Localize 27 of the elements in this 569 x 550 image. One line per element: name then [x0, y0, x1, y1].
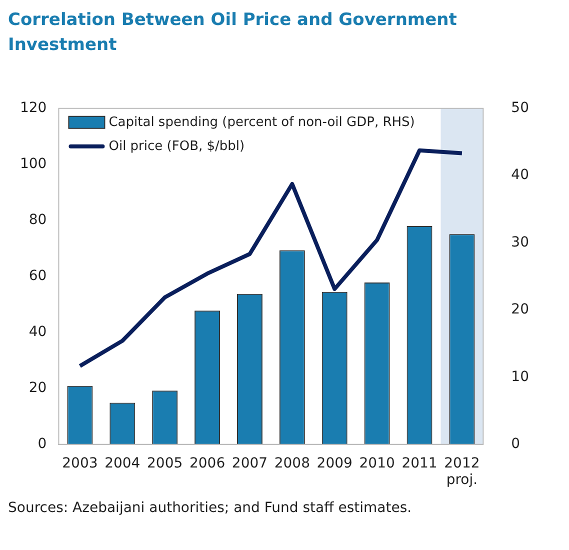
chart-title: Correlation Between Oil Price and Government Investment	[8, 9, 458, 57]
y2-tick-label: 30	[511, 234, 530, 250]
y2-tick-label: 20	[511, 302, 530, 318]
y-tick-label: 100	[20, 156, 47, 172]
x-tick-label: 2008	[274, 455, 310, 472]
y2-tick-label: 50	[511, 100, 530, 116]
y-tick-label: 80	[28, 212, 47, 228]
y-tick-label: 120	[20, 100, 47, 116]
x-tick-label: 2004	[104, 455, 140, 472]
x-tick-label: 2011	[402, 455, 438, 472]
y-tick-label: 40	[28, 324, 47, 340]
x-tick-label: 2005	[147, 455, 183, 472]
x-tick-label: 2010	[359, 455, 395, 472]
y-tick-label: 20	[28, 380, 47, 396]
x-tick-label: 2007	[232, 455, 268, 472]
x-tick-label: 2009	[316, 455, 352, 472]
y2-tick-label: 0	[511, 436, 520, 452]
y2-tick-label: 40	[511, 167, 530, 184]
legend-label: Oil price (FOB, $/bbl)	[108, 138, 245, 154]
x-tick-label: 2006	[189, 455, 226, 472]
legend-label: Capital spending (percent of non-oil GDP, RHS)	[108, 114, 415, 130]
y2-tick-label: 10	[511, 368, 530, 385]
source-note: Sources: Azebaijani authorities; and Fund staff estimates.	[8, 500, 413, 516]
y-tick-label: 0	[38, 436, 47, 452]
x-tick-label: 2012 proj.	[444, 455, 480, 488]
x-tick-label: 2003	[62, 455, 98, 472]
y-tick-label: 60	[28, 268, 47, 284]
